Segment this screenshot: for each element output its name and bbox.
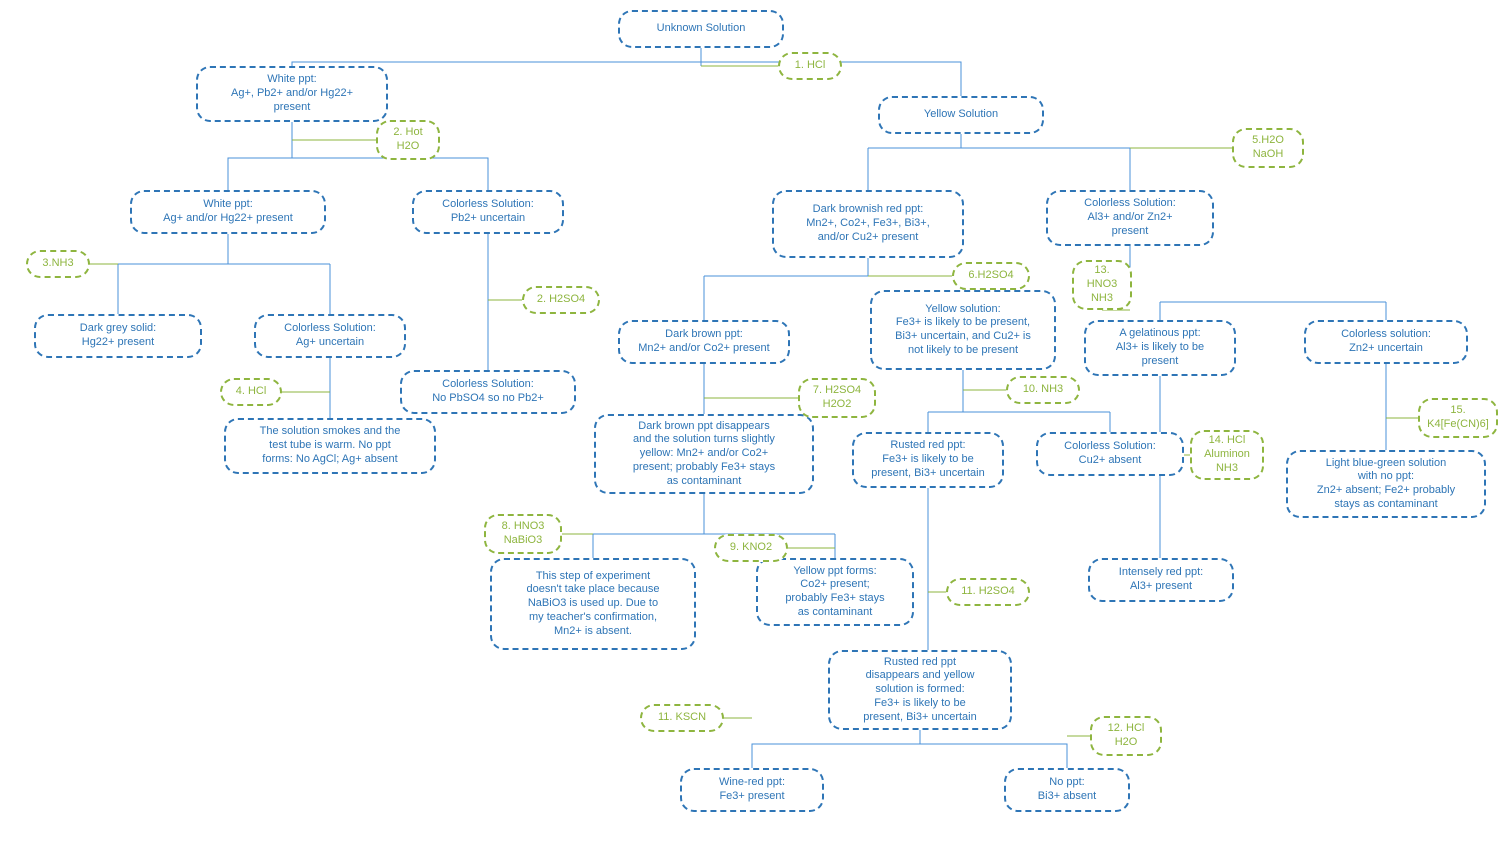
node-al_zn: Colorless Solution:Al3+ and/or Zn2+prese… — [1046, 190, 1214, 246]
reagent-r3: 3.NH3 — [26, 250, 90, 278]
node-zn_unc: Colorless solution:Zn2+ uncertain — [1304, 320, 1468, 364]
node-colorless_pb: Colorless Solution:Pb2+ uncertain — [412, 190, 564, 234]
node-darkred: Dark brownish red ppt:Mn2+, Co2+, Fe3+, … — [772, 190, 964, 258]
reagent-r10: 10. NH3 — [1006, 376, 1080, 404]
node-co2: Yellow ppt forms:Co2+ present;probably F… — [756, 558, 914, 626]
reagent-r4: 4. HCl — [220, 378, 282, 406]
reagent-r7: 7. H2SO4H2O2 — [798, 378, 876, 418]
node-wine: Wine-red ppt:Fe3+ present — [680, 768, 824, 812]
node-gelatinous: A gelatinous ppt:Al3+ is likely to bepre… — [1084, 320, 1236, 376]
node-colorless_ag: Colorless Solution:Ag+ uncertain — [254, 314, 406, 358]
node-darkgrey: Dark grey solid:Hg22+ present — [34, 314, 202, 358]
node-white1: White ppt:Ag+, Pb2+ and/or Hg22+present — [196, 66, 388, 122]
flowchart-stage: Unknown Solution White ppt:Ag+, Pb2+ and/… — [0, 0, 1506, 842]
node-yellow_fe: Yellow solution:Fe3+ is likely to be pre… — [870, 290, 1056, 370]
reagent-r14: 14. HClAluminonNH3 — [1190, 430, 1264, 480]
node-yellow0: Yellow Solution — [878, 96, 1044, 134]
node-int_red: Intensely red ppt:Al3+ present — [1088, 558, 1234, 602]
reagent-r1: 1. HCl — [778, 52, 842, 80]
reagent-r11: 11. H2SO4 — [946, 578, 1030, 606]
reagent-r2: 2. HotH2O — [376, 120, 440, 160]
node-rusted2: Rusted red pptdisappears and yellowsolut… — [828, 650, 1012, 730]
reagent-r15: 15.K4[Fe(CN)6] — [1418, 398, 1498, 438]
reagent-r8: 8. HNO3NaBiO3 — [484, 514, 562, 554]
node-darkbrown: Dark brown ppt:Mn2+ and/or Co2+ present — [618, 320, 790, 364]
reagent-r9: 9. KNO2 — [714, 534, 788, 562]
reagent-r13: 13.HNO3NH3 — [1072, 260, 1132, 310]
reagent-r11b: 11. KSCN — [640, 704, 724, 732]
node-no_pbso4: Colorless Solution:No PbSO4 so no Pb2+ — [400, 370, 576, 414]
node-disappear: Dark brown ppt disappearsand the solutio… — [594, 414, 814, 494]
reagent-r6: 6.H2SO4 — [952, 262, 1030, 290]
reagent-r5: 5.H2ONaOH — [1232, 128, 1304, 168]
node-smokes: The solution smokes and thetest tube is … — [224, 418, 436, 474]
node-light_bg: Light blue-green solutionwith no ppt:Zn2… — [1286, 450, 1486, 518]
node-white2: White ppt:Ag+ and/or Hg22+ present — [130, 190, 326, 234]
node-unknown: Unknown Solution — [618, 10, 784, 48]
node-nabio3: This step of experimentdoesn't take plac… — [490, 558, 696, 650]
node-no_bi: No ppt:Bi3+ absent — [1004, 768, 1130, 812]
reagent-r2b: 2. H2SO4 — [522, 286, 600, 314]
node-rusted1: Rusted red ppt:Fe3+ is likely to beprese… — [852, 432, 1004, 488]
node-cu_absent: Colorless Solution:Cu2+ absent — [1036, 432, 1184, 476]
reagent-r12: 12. HClH2O — [1090, 716, 1162, 756]
